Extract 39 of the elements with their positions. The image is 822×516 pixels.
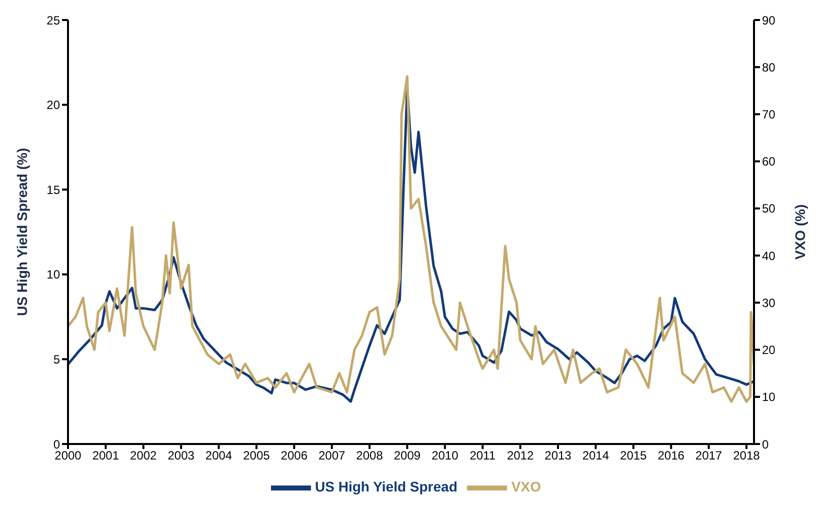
y2-tick-label: 60 — [762, 154, 776, 169]
y-tick-label: 15 — [46, 182, 60, 197]
y-tick-label: 20 — [46, 98, 60, 112]
y2-tick-label: 70 — [762, 107, 776, 122]
x-tick-label: 2016 — [658, 448, 685, 463]
x-tick-label: 2007 — [318, 448, 346, 463]
x-tick-label: 2002 — [130, 448, 158, 463]
x-tick-label: 2015 — [620, 448, 648, 463]
y2-axis-title: VXO (%) — [792, 204, 808, 260]
x-tick-label: 2012 — [506, 448, 534, 463]
y2-tick-label: 50 — [762, 202, 776, 216]
y2-tick-label: 0 — [762, 437, 769, 452]
y2-tick-label: 20 — [762, 343, 776, 358]
y2-tick-label: 40 — [762, 248, 776, 263]
y-tick-label: 5 — [53, 352, 60, 366]
y2-tick-label: 10 — [762, 390, 776, 404]
y-axis-title: US High Yield Spread (%) — [14, 148, 30, 316]
x-tick-label: 2011 — [470, 448, 496, 463]
x-tick-label: 2004 — [205, 448, 232, 463]
x-tick-label: 2001 — [92, 448, 120, 463]
y-tick-label: 0 — [53, 437, 60, 452]
x-tick-label: 2014 — [582, 448, 610, 463]
y-tick-label: 25 — [46, 13, 60, 28]
x-tick-label: 2006 — [280, 448, 308, 463]
legend-label: US High Yield Spread — [315, 478, 458, 495]
x-tick-label: 2013 — [544, 448, 572, 463]
x-tick-label: 2010 — [432, 448, 459, 463]
x-tick-label: 2009 — [394, 448, 421, 463]
x-tick-label: 2000 — [54, 448, 82, 463]
y-tick-label: 10 — [46, 268, 60, 282]
x-tick-label: 2008 — [356, 448, 384, 463]
x-tick-label: 2003 — [168, 448, 195, 463]
x-tick-label: 2005 — [243, 448, 270, 463]
x-tick-label: 2017 — [695, 448, 722, 463]
x-tick-label: 2018 — [733, 448, 760, 463]
y2-tick-label: 80 — [762, 60, 776, 74]
y2-tick-label: 90 — [762, 13, 776, 28]
y2-tick-label: 30 — [762, 296, 776, 310]
legend-label: VXO — [511, 478, 541, 495]
